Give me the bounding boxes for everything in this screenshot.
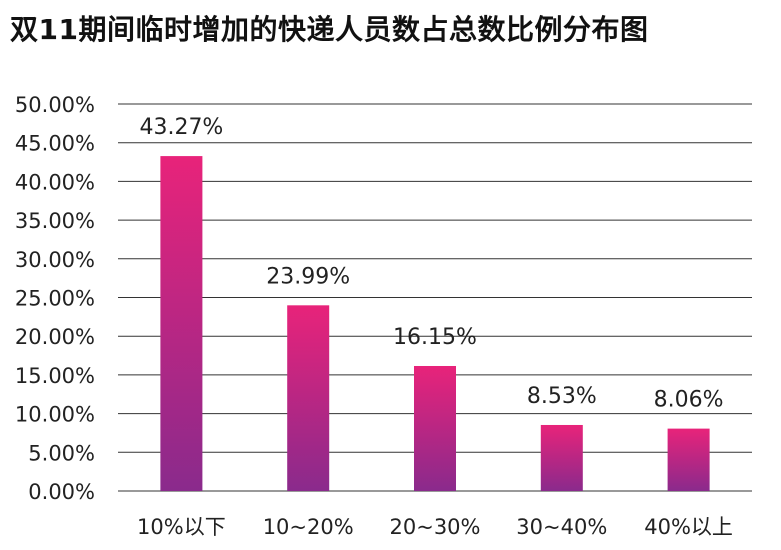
x-axis-categories: 10%以下 10~20% 20~30% 30~40% 40%以上 [137,515,733,539]
data-label: 43.27% [139,115,223,140]
bar [414,365,456,491]
data-label: 16.15% [393,325,477,350]
y-tick-label: 15.00% [15,364,95,388]
y-tick-label: 5.00% [28,441,95,465]
x-category-label: 10~20% [263,515,354,539]
x-category-label: 40%以上 [644,515,733,539]
y-tick-label: 25.00% [15,287,95,311]
y-axis-ticks: 0.00% 5.00% 10.00% 15.00% 20.00% 25.00% 30.00%… [15,93,95,504]
x-category-label: 20~30% [390,515,481,539]
x-category-label: 30~40% [516,515,607,539]
data-labels: 43.27% 23.99% 16.15% 8.53% 8.06% [139,115,723,413]
bar [160,156,203,491]
bars [160,156,710,491]
y-tick-label: 35.00% [15,209,95,233]
bar [287,305,330,491]
y-tick-label: 10.00% [15,403,95,427]
y-tick-label: 20.00% [15,325,95,349]
y-tick-label: 45.00% [15,132,95,156]
x-category-label: 10%以下 [137,515,226,539]
chart-title: 双11期间临时增加的快递人员数占总数比例分布图 [10,13,649,46]
bar [540,424,583,491]
bar [667,428,710,491]
y-tick-label: 30.00% [15,248,95,272]
y-tick-label: 0.00% [28,480,95,504]
data-label: 8.06% [654,388,724,413]
y-tick-label: 50.00% [15,93,95,117]
y-tick-label: 40.00% [15,170,95,194]
data-label: 23.99% [266,264,350,289]
data-label: 8.53% [527,384,597,409]
